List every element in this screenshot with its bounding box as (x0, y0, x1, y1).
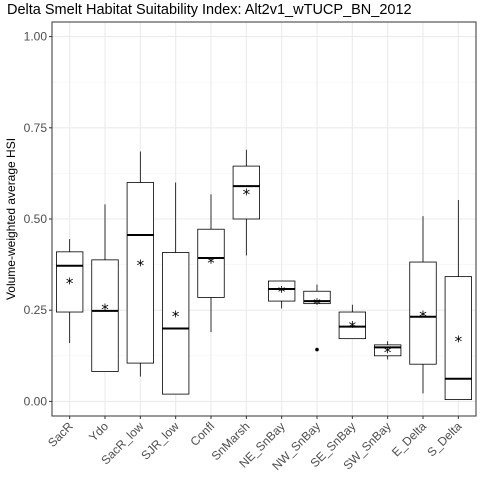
mean-marker: * (243, 185, 251, 203)
mean-marker: * (66, 275, 74, 293)
y-tick-label: 0.50 (24, 212, 48, 226)
iqr-box (268, 280, 296, 302)
x-tick-label: SJR_low (138, 419, 182, 463)
iqr-box (126, 182, 154, 364)
box-NE_SnBay: * (268, 280, 296, 309)
iqr-box (374, 344, 402, 357)
box-SJR_low: * (162, 182, 190, 395)
mean-marker: * (349, 318, 357, 336)
iqr-box (162, 252, 190, 395)
y-tick-label: 0.25 (24, 303, 48, 317)
iqr-box (56, 251, 84, 313)
iqr-box (338, 311, 366, 340)
mean-marker: * (207, 254, 215, 272)
iqr-box (232, 165, 260, 220)
box-Confl: * (197, 194, 225, 333)
mean-marker: * (313, 295, 321, 313)
x-tick-label: SacR (45, 419, 76, 450)
box-NW_SnBay: * (303, 284, 331, 352)
box-E_Delta: * (409, 216, 437, 394)
x-tick-label: Confl (187, 419, 217, 449)
mean-marker: * (419, 308, 427, 326)
box-SnMarsh: * (232, 149, 260, 256)
x-tick-label: S_Delta (424, 419, 464, 459)
x-tick-label: Ydo (86, 419, 111, 444)
marks-layer: * * * * * * * * * * * * (56, 149, 472, 400)
box-SE_SnBay: * (338, 304, 366, 340)
iqr-box (91, 259, 119, 372)
chart-title: Delta Smelt Habitat Suitability Index: A… (7, 2, 412, 18)
box-Ydo: * (91, 204, 119, 372)
mean-marker: * (101, 301, 109, 319)
y-tick-label: 0.00 (24, 394, 48, 408)
box-SacR_low: * (126, 151, 154, 377)
y-tick-label: 1.00 (24, 30, 48, 44)
iqr-box (197, 228, 225, 298)
y-axis: 0.00 0.25 0.50 0.75 1.00 (24, 30, 52, 408)
y-axis-title: Volume-weighted average HSI (4, 138, 18, 300)
mean-marker: * (137, 257, 145, 275)
mean-marker: * (455, 332, 463, 350)
iqr-box (409, 261, 437, 365)
mean-marker: * (384, 343, 392, 361)
mean-marker: * (172, 308, 180, 326)
box-SacR: * (56, 239, 84, 344)
box-S_Delta: * (444, 200, 472, 400)
mean-marker: * (278, 283, 286, 301)
box-SW_SnBay: * (374, 341, 402, 361)
x-tick-label: E_Delta (389, 419, 429, 459)
outlier-point (315, 347, 319, 352)
y-tick-label: 0.75 (24, 121, 48, 135)
grid-layer (52, 22, 476, 416)
